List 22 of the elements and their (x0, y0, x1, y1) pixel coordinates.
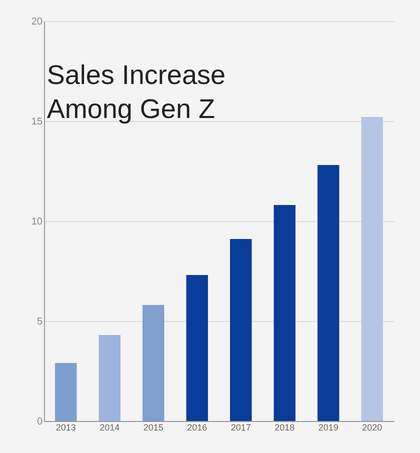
bar (230, 239, 252, 421)
x-tick-label: 2019 (318, 422, 338, 432)
bar (274, 205, 296, 421)
y-tick-label: 15 (31, 116, 43, 128)
text: Sales Increase Among Gen Z (46, 60, 226, 124)
y-tick-label: 0 (36, 416, 43, 428)
y-tick-label: 10 (31, 216, 43, 228)
x-tick-label: 2013 (56, 422, 76, 432)
bar (55, 363, 77, 421)
x-tick-label: 2017 (230, 422, 251, 432)
y-tick-label: 20 (31, 16, 43, 28)
x-tick-label: 2020 (362, 422, 382, 432)
bar (98, 335, 120, 421)
y-tick-label: 5 (36, 316, 43, 328)
bar (186, 275, 208, 421)
bar (142, 305, 164, 421)
bar (318, 165, 340, 421)
x-tick-label: 2016 (187, 422, 208, 432)
x-tick-label: 2014 (100, 422, 120, 432)
x-tick-label: 2018 (274, 422, 295, 432)
x-tick-label: 2015 (143, 422, 164, 432)
bar (361, 117, 383, 421)
